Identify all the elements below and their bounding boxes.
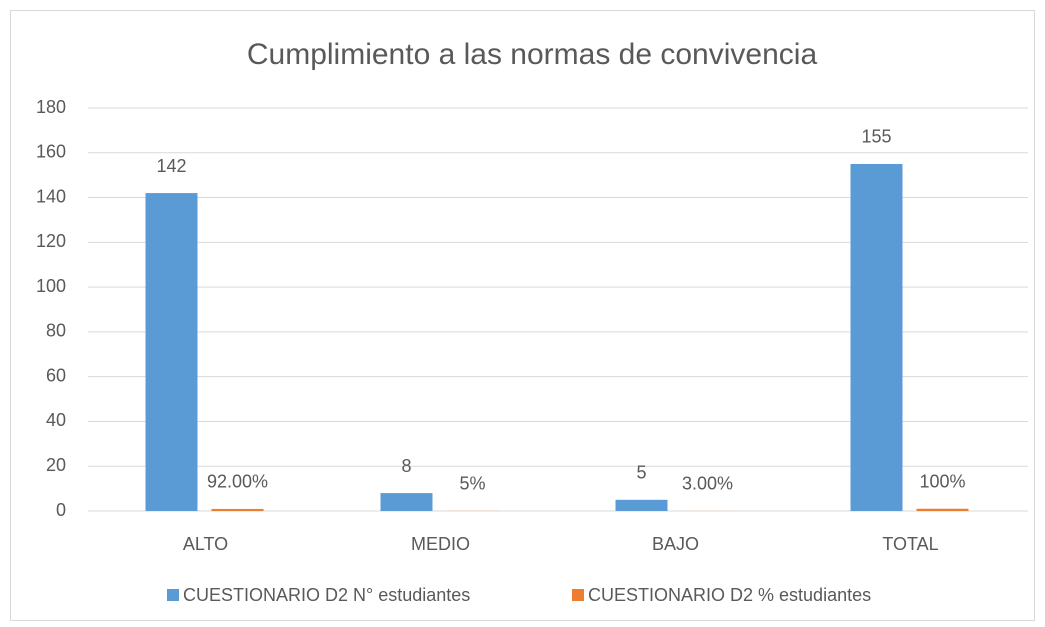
y-tick-label: 20 [46,455,66,475]
x-tick-label: TOTAL [882,534,938,554]
data-label: 3.00% [682,474,733,494]
bar [615,499,668,511]
y-tick-label: 100 [36,276,66,296]
data-label: 155 [861,127,891,147]
x-tick-label: ALTO [183,534,228,554]
data-label: 142 [156,156,186,176]
y-tick-label: 0 [56,500,66,520]
data-label: 5% [459,474,485,494]
y-tick-label: 120 [36,231,66,251]
y-tick-label: 60 [46,365,66,385]
data-label: 100% [919,472,965,492]
data-label: 92.00% [207,472,268,492]
legend-swatch [572,589,584,601]
bar [916,508,969,511]
legend-label: CUESTIONARIO D2 % estudiantes [588,585,871,605]
x-tick-label: BAJO [652,534,699,554]
y-tick-label: 140 [36,186,66,206]
legend-label: CUESTIONARIO D2 N° estudiantes [183,585,470,605]
bar [380,493,433,511]
bar [850,163,903,511]
y-tick-label: 80 [46,321,66,341]
chart-title: Cumplimiento a las normas de convivencia [247,38,818,71]
y-tick-label: 160 [36,142,66,162]
x-tick-label: MEDIO [411,534,470,554]
y-tick-label: 40 [46,410,66,430]
bar [211,508,264,511]
data-label: 8 [401,456,411,476]
data-label: 5 [636,463,646,483]
bar [145,193,198,512]
y-tick-label: 180 [36,97,66,117]
legend-swatch [167,589,179,601]
